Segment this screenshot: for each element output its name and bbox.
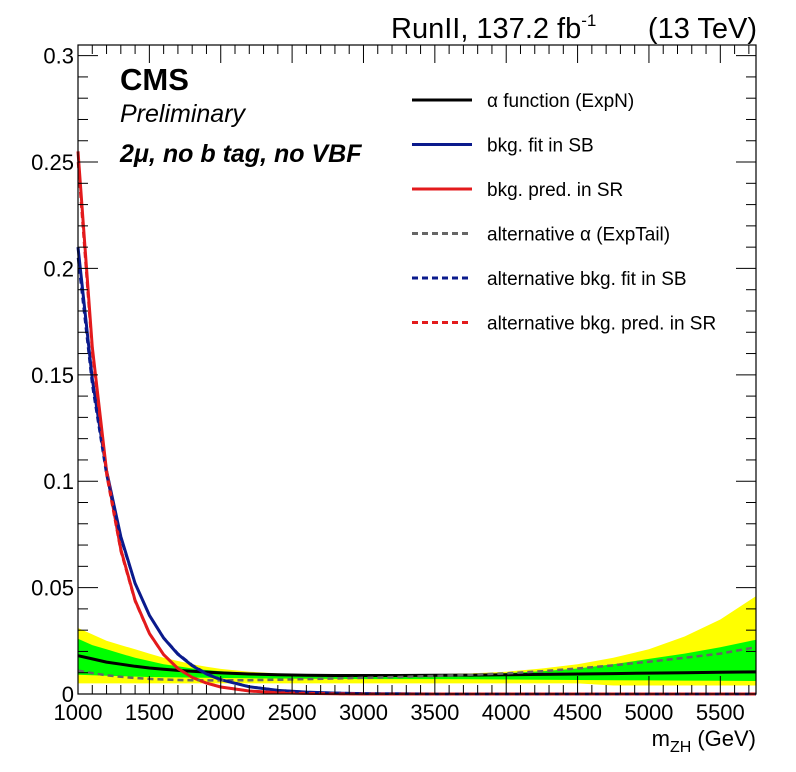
preliminary-label: Preliminary — [120, 100, 247, 128]
legend-label: alternative bkg. fit in SB — [487, 269, 687, 290]
lumi-label: RunII, 137.2 fb-1 — [391, 11, 596, 45]
y-tick-label: 0 — [62, 682, 74, 707]
x-tick-label: 2500 — [268, 700, 317, 725]
x-tick-label: 4000 — [482, 700, 531, 725]
y-tick-label: 0.2 — [43, 256, 74, 281]
y-tick-label: 0.1 — [43, 469, 74, 494]
y-tick-label: 0.3 — [43, 44, 74, 69]
y-tick-label: 0.25 — [31, 150, 74, 175]
category-label: 2μ, no b tag, no VBF — [119, 140, 362, 168]
legend-label: bkg. fit in SB — [487, 136, 594, 157]
uncertainty-bands — [78, 596, 756, 686]
legend-label: α function (ExpN) — [487, 91, 634, 112]
band-yellow-2sigma — [78, 596, 756, 686]
legend-label: alternative α (ExpTail) — [487, 225, 670, 246]
x-tick-label: 5500 — [696, 700, 745, 725]
y-tick-label: 0.15 — [31, 363, 74, 388]
x-axis-title: mZH (GeV) — [652, 726, 756, 756]
energy-label: (13 TeV) — [648, 13, 757, 45]
x-tick-label: 4500 — [553, 700, 602, 725]
band-green-1sigma — [78, 638, 756, 681]
series-line-4 — [77, 645, 757, 682]
x-tick-label: 1500 — [125, 700, 174, 725]
axis-ticks: 1000 1500 2000 2500 3000 3500 4000 4500 5000 5500… — [31, 44, 756, 725]
legend-label: alternative bkg. pred. in SR — [487, 314, 716, 335]
x-tick-label: 3000 — [339, 700, 388, 725]
legend-label: bkg. pred. in SR — [487, 180, 623, 201]
y-tick-label: 0.05 — [31, 576, 74, 601]
x-tick-label: 3500 — [410, 700, 459, 725]
plot-frame — [77, 44, 757, 695]
x-tick-label: 1000 — [54, 700, 103, 725]
series-line-1 — [77, 654, 757, 677]
cms-label: CMS — [120, 62, 189, 97]
x-tick-label: 2000 — [196, 700, 245, 725]
legend: α function (ExpN) bkg. fit in SB bkg. pred… — [412, 91, 716, 335]
x-tick-label: 5000 — [624, 700, 673, 725]
